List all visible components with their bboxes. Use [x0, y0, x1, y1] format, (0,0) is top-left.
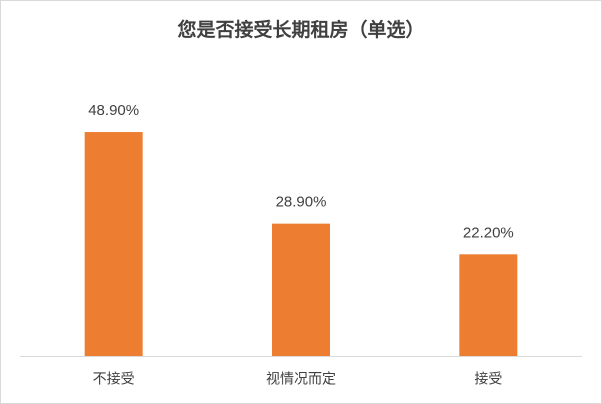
data-label: 22.20% — [463, 224, 514, 241]
chart-title: 您是否接受长期租房（单选） — [177, 18, 424, 41]
data-label: 28.90% — [276, 194, 327, 211]
bar — [459, 254, 518, 356]
bar — [84, 132, 143, 356]
x-tick-label: 接受 — [474, 371, 502, 387]
x-tick-label: 不接受 — [93, 371, 135, 387]
x-tick-label: 视情况而定 — [266, 371, 336, 387]
bar — [272, 223, 330, 356]
data-label: 48.90% — [88, 102, 139, 119]
